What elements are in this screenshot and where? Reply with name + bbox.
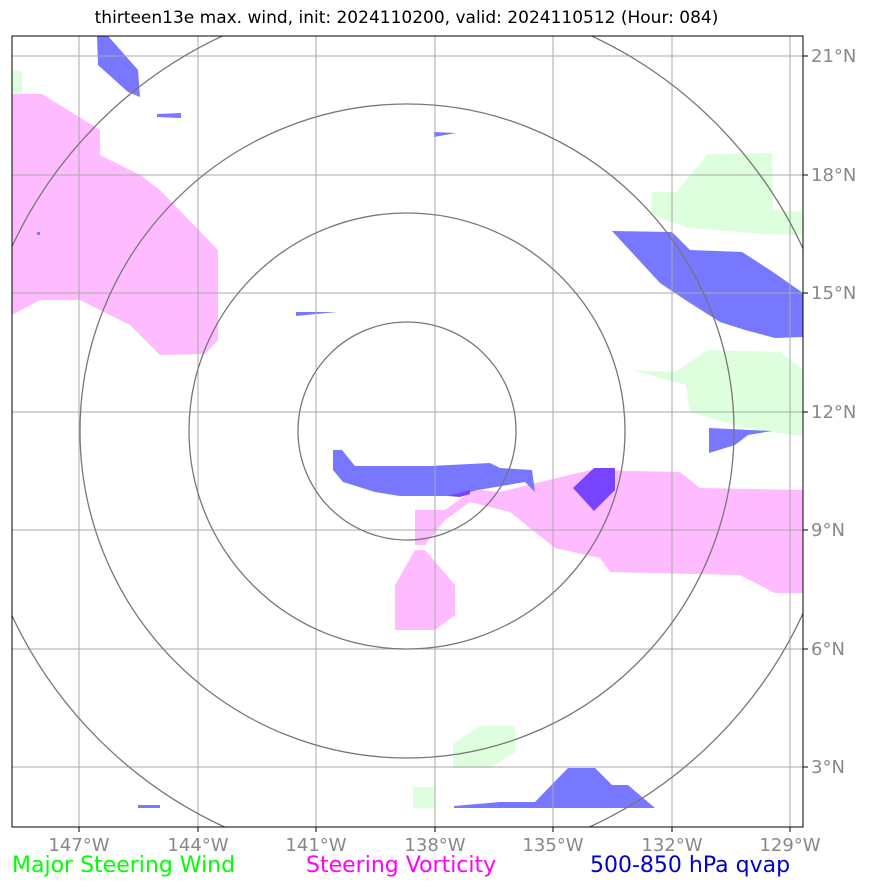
grid	[12, 36, 803, 827]
lat-label: 6°N	[811, 639, 845, 660]
wind-area-east	[632, 350, 803, 436]
qvap-area-small-2	[434, 132, 456, 137]
lon-labels: 147°W 144°W 141°W 138°W 135°W 132°W 129°…	[48, 835, 820, 856]
lon-label: 141°W	[285, 835, 346, 856]
steering-wind-areas	[12, 70, 803, 808]
lon-label: 132°W	[641, 835, 702, 856]
qvap-area-south	[454, 768, 655, 808]
vorticity-areas	[12, 94, 803, 630]
lat-label: 9°N	[811, 520, 845, 541]
qvap-area-small-4	[138, 805, 160, 808]
lon-label: 129°W	[759, 835, 820, 856]
chart-title: thirteen13e max. wind, init: 2024110200,…	[94, 8, 719, 28]
legend-qvap: 500-850 hPa qvap	[590, 853, 791, 878]
qvap-dot	[37, 232, 40, 235]
wind-area-southwest	[413, 787, 435, 808]
qvap-area-east-band	[612, 231, 803, 338]
range-ring-3	[79, 103, 735, 759]
plot-area	[12, 36, 803, 827]
legend-steering-wind: Major Steering Wind	[12, 853, 236, 878]
legend-steering-vorticity: Steering Vorticity	[306, 853, 497, 878]
lon-label: 135°W	[522, 835, 583, 856]
range-ring-1	[297, 321, 517, 541]
lat-labels: 21°N 18°N 15°N 12°N 9°N 6°N 3°N	[811, 46, 856, 778]
lat-label: 3°N	[811, 757, 845, 778]
tick-marks	[78, 55, 808, 832]
lat-label: 15°N	[811, 283, 856, 304]
lat-label: 18°N	[811, 165, 856, 186]
qvap-area-central-band	[333, 450, 535, 496]
plot-frame	[11, 35, 804, 828]
lon-label: 147°W	[48, 835, 109, 856]
lon-label: 144°W	[167, 835, 228, 856]
wind-area-northeast	[652, 153, 803, 235]
qvap-areas	[37, 36, 803, 808]
qvap-area-northwest	[97, 36, 140, 97]
overlap-areas	[448, 468, 615, 511]
qvap-area-east-small	[709, 428, 772, 453]
wind-area-south	[453, 726, 515, 768]
lon-label: 138°W	[404, 835, 465, 856]
vorticity-area-west	[12, 94, 218, 355]
qvap-area-small-1	[157, 113, 181, 118]
overlap-area-east	[573, 468, 615, 511]
range-ring-2	[188, 212, 626, 650]
lat-label: 12°N	[811, 402, 856, 423]
vorticity-area-south	[395, 550, 455, 630]
lat-label: 21°N	[811, 46, 856, 67]
range-rings	[12, 36, 803, 827]
overlap-area-central	[448, 490, 470, 497]
